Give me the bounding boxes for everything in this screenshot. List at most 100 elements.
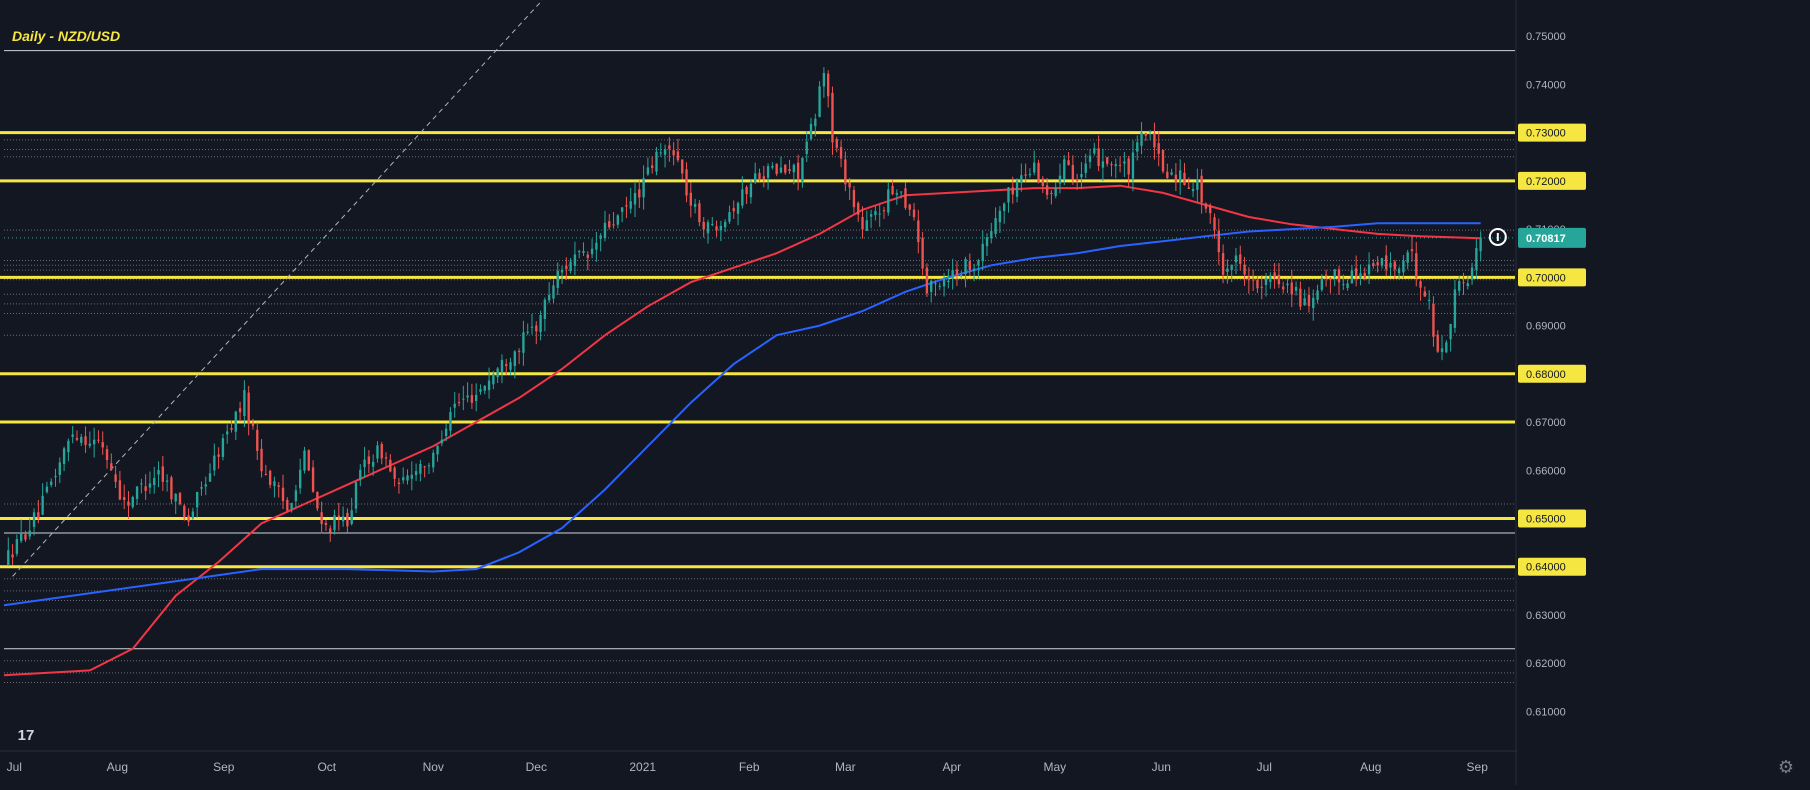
time-axis[interactable]: Jul Aug Sep Oct Nov Dec 2021 Feb Mar Apr May Jun Jul… <box>0 750 1516 774</box>
candle-body <box>183 505 186 518</box>
candle-body <box>1337 269 1341 283</box>
candle-body <box>638 189 641 198</box>
time-tick-label: Sep <box>1467 760 1489 774</box>
candle-body <box>50 481 53 485</box>
candle-body <box>1415 253 1418 278</box>
price-tick-label: 0.72000 <box>1526 176 1566 188</box>
candle-body <box>655 151 658 172</box>
candle-body <box>1136 142 1139 152</box>
candle-body <box>668 145 671 149</box>
candle-body <box>891 185 894 195</box>
candle-body <box>427 465 431 467</box>
time-tick-label: Apr <box>942 760 961 774</box>
price-tick-label: 0.70000 <box>1526 272 1566 284</box>
candle-body <box>419 463 422 474</box>
candle-body <box>19 532 23 542</box>
candle-body <box>1170 172 1173 175</box>
candle-body <box>118 480 122 500</box>
candle-body <box>921 237 924 269</box>
candle-body <box>1445 342 1448 353</box>
candle-body <box>84 436 87 446</box>
candle-body <box>290 502 293 510</box>
candle-body <box>1350 270 1354 284</box>
candle-body <box>758 172 761 180</box>
candle-body <box>406 475 409 481</box>
candle-body <box>505 364 508 367</box>
time-tick-label: Dec <box>526 760 547 774</box>
candle-body <box>354 482 358 509</box>
tradingview-logo-icon[interactable]: 17 <box>12 724 40 746</box>
candle-body <box>1075 179 1079 181</box>
candle-body <box>131 496 134 508</box>
candle-body <box>337 515 341 518</box>
candle-body <box>277 485 280 487</box>
candle-body <box>466 395 469 398</box>
sma-red-line <box>3 184 1481 677</box>
candle-body <box>140 483 143 485</box>
candle-body <box>869 214 873 217</box>
candle-body <box>1045 185 1049 195</box>
candle-body <box>1307 295 1311 307</box>
candle-body <box>792 164 796 173</box>
candle-body <box>822 72 826 87</box>
candles <box>7 67 1482 566</box>
candle-body <box>981 243 984 262</box>
time-tick-label: Aug <box>107 760 128 774</box>
price-label-badge <box>1518 123 1586 142</box>
price-tick-label: 0.63000 <box>1526 610 1566 622</box>
candle-body <box>432 452 435 468</box>
candle-body <box>414 471 418 476</box>
candle-body <box>749 183 753 198</box>
candle-body <box>1127 158 1130 175</box>
candle-body <box>307 450 310 471</box>
candle-body <box>972 268 976 271</box>
candle-body <box>882 210 886 212</box>
gear-icon[interactable]: ⚙ <box>1777 757 1795 778</box>
candle-body <box>809 123 813 139</box>
candle-body <box>264 474 268 476</box>
candle-body <box>1144 133 1148 136</box>
candle-body <box>766 166 770 178</box>
candle-body <box>376 445 379 459</box>
candle-body <box>1002 203 1006 211</box>
candle-body <box>268 470 272 485</box>
candle-body <box>676 151 680 161</box>
time-tick-label: Feb <box>739 760 760 774</box>
candle-body <box>97 439 100 441</box>
candle-body <box>1282 286 1285 290</box>
price-label-badge <box>1518 509 1586 528</box>
candle-body <box>1260 286 1263 288</box>
candle-body <box>1389 263 1392 268</box>
candle-body <box>410 474 413 479</box>
candle-body <box>1329 278 1332 280</box>
candle-body <box>651 165 654 168</box>
time-tick-label: Oct <box>317 760 336 774</box>
price-tick-label: 0.69000 <box>1526 321 1566 333</box>
candle-body <box>1230 264 1233 270</box>
price-label-badge <box>1518 557 1586 576</box>
candle-body <box>1007 187 1010 203</box>
candle-body <box>736 202 740 214</box>
candle-body <box>1303 298 1306 306</box>
candle-body <box>1071 164 1075 180</box>
candle-body <box>1423 291 1427 297</box>
candle-body <box>951 270 954 280</box>
trendline <box>12 0 544 577</box>
candle-body <box>256 429 259 451</box>
candle-body <box>1161 149 1165 172</box>
candle-body <box>547 295 551 301</box>
time-tick-label: Nov <box>423 760 444 774</box>
candle-body <box>1063 159 1066 179</box>
candle-body <box>436 445 439 455</box>
price-axis[interactable]: 0.61000 0.62000 0.63000 0.64000 0.65000 0.660… <box>1515 0 1586 785</box>
candle-body <box>341 516 345 522</box>
candle-body <box>509 362 512 370</box>
candle-body <box>371 461 375 467</box>
candle-body <box>226 431 229 435</box>
candle-body <box>1269 275 1272 282</box>
candle-body <box>1479 237 1482 252</box>
candle-body <box>243 389 246 417</box>
candle-body <box>1380 258 1384 266</box>
